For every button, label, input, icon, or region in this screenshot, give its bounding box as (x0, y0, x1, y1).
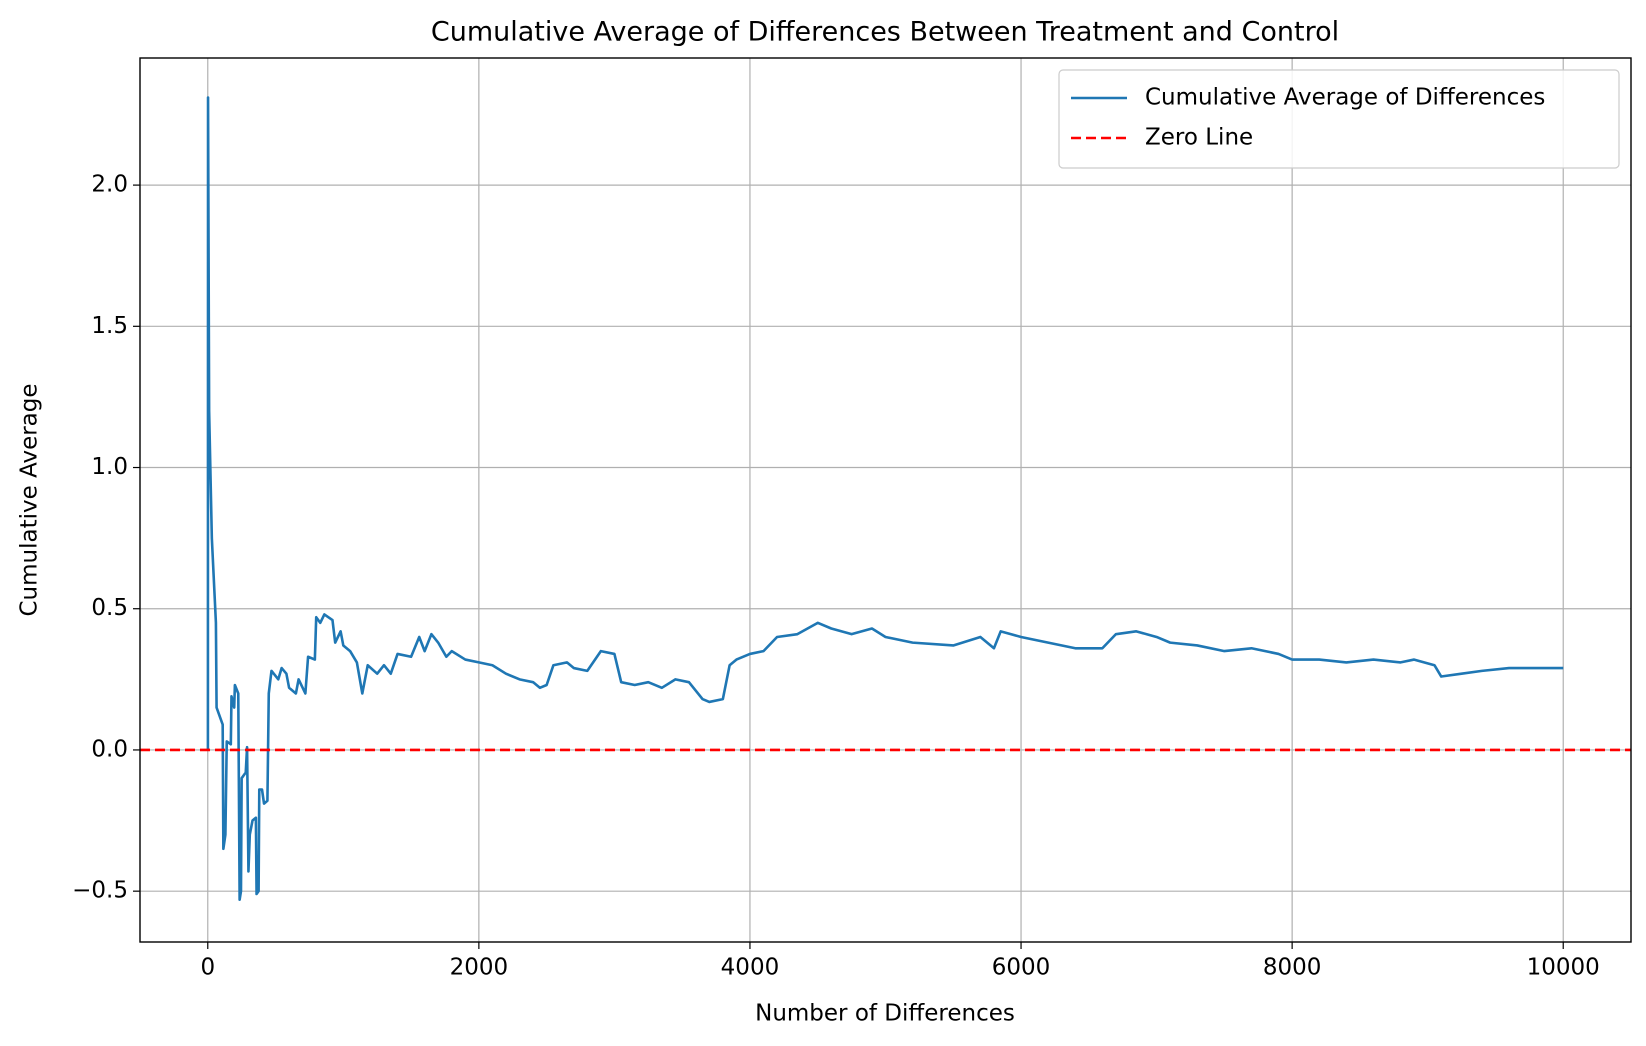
chart-title: Cumulative Average of Differences Betwee… (431, 17, 1339, 48)
legend-label: Zero Line (1145, 125, 1253, 151)
y-axis-label: Cumulative Average (17, 383, 43, 616)
x-tick-label: 6000 (992, 955, 1051, 981)
data-line (206, 96, 1564, 901)
plot-frame (139, 57, 1632, 943)
x-tick-label: 10000 (1527, 955, 1600, 981)
x-tick-label: 0 (200, 955, 215, 981)
x-axis-label: Number of Differences (755, 1001, 1015, 1027)
y-tick-label: 2.0 (91, 172, 128, 198)
y-tick-label: 0.0 (91, 736, 128, 762)
y-tick-label: 0.5 (91, 595, 128, 621)
y-tick-label: 1.5 (91, 313, 128, 339)
legend-label: Cumulative Average of Differences (1145, 85, 1545, 111)
legend-box (1058, 69, 1620, 169)
x-tick-label: 2000 (450, 955, 509, 981)
x-tick-label: 8000 (1263, 955, 1322, 981)
y-tick-label: −0.5 (72, 878, 128, 904)
x-tick-label: 4000 (721, 955, 780, 981)
y-tick-label: 1.0 (91, 454, 128, 480)
